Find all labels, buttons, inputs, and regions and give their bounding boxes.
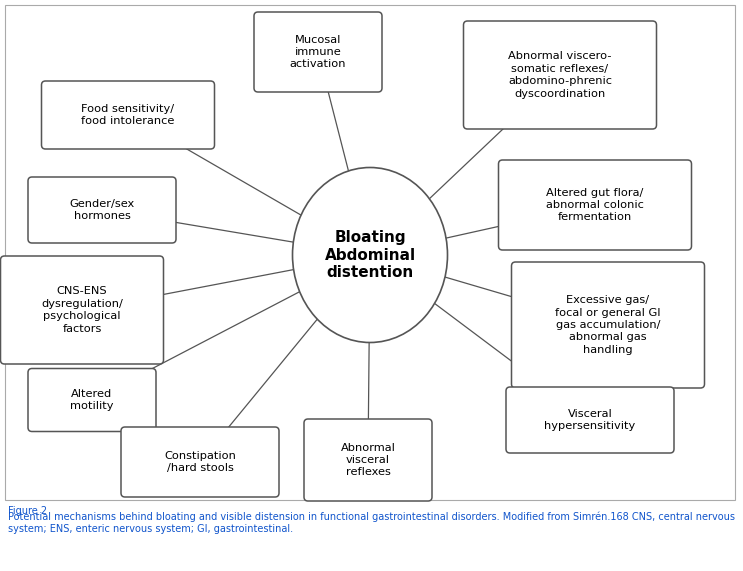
FancyBboxPatch shape: [499, 160, 692, 250]
FancyBboxPatch shape: [42, 81, 215, 149]
Text: Bloating
Abdominal
distention: Bloating Abdominal distention: [325, 230, 415, 280]
Text: Abnormal viscero-
somatic reflexes/
abdomino-phrenic
dyscoordination: Abnormal viscero- somatic reflexes/ abdo…: [508, 51, 612, 99]
FancyBboxPatch shape: [28, 368, 156, 432]
Text: Figure 2: Figure 2: [8, 506, 47, 516]
Text: Excessive gas/
focal or general GI
gas accumulation/
abnormal gas
handling: Excessive gas/ focal or general GI gas a…: [555, 295, 661, 355]
FancyBboxPatch shape: [511, 262, 704, 388]
Text: CNS-ENS
dysregulation/
psychological
factors: CNS-ENS dysregulation/ psychological fac…: [41, 287, 123, 333]
FancyBboxPatch shape: [464, 21, 657, 129]
Text: Visceral
hypersensitivity: Visceral hypersensitivity: [545, 409, 635, 431]
FancyBboxPatch shape: [304, 419, 432, 501]
Text: Abnormal
visceral
reflexes: Abnormal visceral reflexes: [340, 443, 395, 477]
Ellipse shape: [293, 167, 447, 343]
FancyBboxPatch shape: [121, 427, 279, 497]
FancyBboxPatch shape: [28, 177, 176, 243]
Text: Potential mechanisms behind bloating and visible distension in functional gastro: Potential mechanisms behind bloating and…: [8, 512, 735, 534]
FancyBboxPatch shape: [506, 387, 674, 453]
FancyBboxPatch shape: [254, 12, 382, 92]
Text: Gender/sex
hormones: Gender/sex hormones: [69, 199, 134, 221]
FancyBboxPatch shape: [1, 256, 163, 364]
Bar: [5, 5, 735, 500]
Text: Altered
motility: Altered motility: [71, 389, 114, 411]
Text: Food sensitivity/
food intolerance: Food sensitivity/ food intolerance: [81, 104, 175, 126]
Text: Mucosal
immune
activation: Mucosal immune activation: [290, 35, 346, 70]
Text: Altered gut flora/
abnormal colonic
fermentation: Altered gut flora/ abnormal colonic ferm…: [546, 188, 644, 222]
Text: Constipation
/hard stools: Constipation /hard stools: [164, 451, 236, 473]
